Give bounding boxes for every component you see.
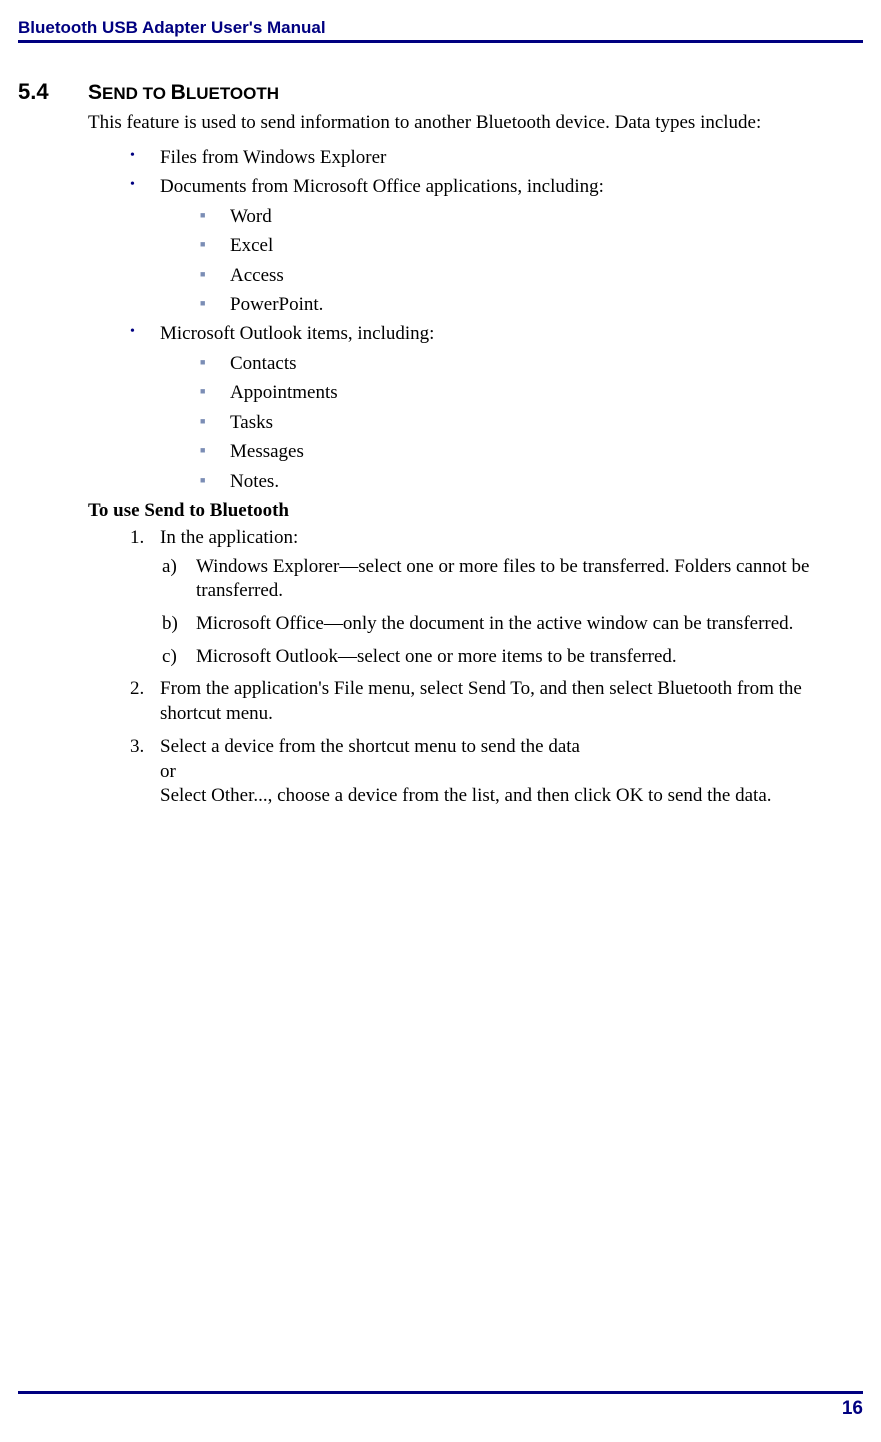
- step-text: Windows Explorer—select one or more file…: [196, 556, 809, 602]
- step-2: From the application's File menu, select…: [130, 677, 863, 726]
- sub-text: Messages: [230, 441, 304, 462]
- sub-text: Tasks: [230, 412, 273, 433]
- bullet-text: Documents from Microsoft Office applicat…: [160, 176, 604, 197]
- bullet-text: Microsoft Outlook items, including:: [160, 323, 434, 344]
- sub-appointments: Appointments: [200, 378, 863, 407]
- page-container: Bluetooth USB Adapter User's Manual 5.4 …: [0, 0, 881, 1442]
- step-1-intro: In the application:: [160, 527, 298, 548]
- step-3: Select a device from the shortcut menu t…: [130, 735, 863, 809]
- section-title-cap2: B: [171, 81, 186, 104]
- bullet-office-docs: Documents from Microsoft Office applicat…: [130, 172, 863, 319]
- numbered-steps: In the application: Windows Explorer—sel…: [88, 526, 863, 809]
- step-3-line3: Select Other..., choose a device from th…: [160, 785, 772, 806]
- sub-text: Excel: [230, 235, 273, 256]
- sub-text: Contacts: [230, 353, 297, 374]
- sub-notes: Notes.: [200, 467, 863, 496]
- section-title: SEND TO BLUETOOTH: [88, 81, 279, 105]
- step-3-line2: or: [160, 761, 176, 782]
- intro-text: This feature is used to send information…: [88, 111, 863, 135]
- section-number: 5.4: [18, 79, 88, 105]
- step-1: In the application: Windows Explorer—sel…: [130, 526, 863, 669]
- office-sublist: Word Excel Access PowerPoint.: [160, 202, 863, 320]
- step-text: Microsoft Office—only the document in th…: [196, 613, 793, 634]
- sub-powerpoint: PowerPoint.: [200, 290, 863, 319]
- sub-text: Access: [230, 265, 284, 286]
- body-content: This feature is used to send information…: [88, 111, 863, 809]
- sub-word: Word: [200, 202, 863, 231]
- step-1-substeps: Windows Explorer—select one or more file…: [160, 555, 863, 670]
- step-text: From the application's File menu, select…: [160, 678, 802, 724]
- step-3-line1: Select a device from the shortcut menu t…: [160, 736, 580, 757]
- sub-text: Word: [230, 206, 272, 227]
- footer-rule: [18, 1391, 863, 1394]
- main-bullet-list: Files from Windows Explorer Documents fr…: [88, 143, 863, 496]
- sub-text: Appointments: [230, 382, 338, 403]
- section-title-small1: END TO: [102, 84, 171, 103]
- header-rule: [18, 40, 863, 43]
- bullet-text: Files from Windows Explorer: [160, 147, 386, 168]
- section-title-small2: LUETOOTH: [186, 84, 279, 103]
- sub-messages: Messages: [200, 437, 863, 466]
- sub-text: PowerPoint.: [230, 294, 323, 315]
- sub-heading: To use Send to Bluetooth: [88, 500, 863, 522]
- bullet-outlook-items: Microsoft Outlook items, including: Cont…: [130, 319, 863, 496]
- header-title: Bluetooth USB Adapter User's Manual: [18, 18, 863, 40]
- section-title-cap1: S: [88, 81, 102, 104]
- page-number: 16: [18, 1398, 863, 1420]
- outlook-sublist: Contacts Appointments Tasks Messages Not…: [160, 349, 863, 496]
- sub-text: Notes.: [230, 471, 279, 492]
- step-1a: Windows Explorer—select one or more file…: [162, 555, 863, 604]
- step-1b: Microsoft Office—only the document in th…: [162, 612, 863, 637]
- sub-tasks: Tasks: [200, 408, 863, 437]
- step-text: Microsoft Outlook—select one or more ite…: [196, 646, 677, 667]
- step-1c: Microsoft Outlook—select one or more ite…: [162, 645, 863, 670]
- bullet-files-explorer: Files from Windows Explorer: [130, 143, 863, 172]
- section-heading-row: 5.4 SEND TO BLUETOOTH: [18, 79, 863, 105]
- footer: 16: [18, 1391, 863, 1420]
- sub-access: Access: [200, 261, 863, 290]
- sub-contacts: Contacts: [200, 349, 863, 378]
- sub-excel: Excel: [200, 231, 863, 260]
